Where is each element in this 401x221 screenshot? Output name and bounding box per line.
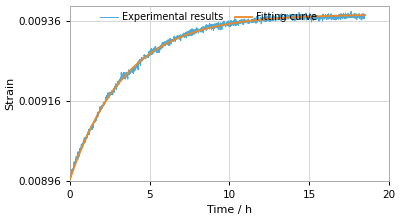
Experimental results [178,36,183,39]
Experimental results [348,10,353,13]
Fitting curve [187,32,192,35]
Fitting curve [68,177,73,180]
Legend: Experimental results, Fitting curve: Experimental results, Fitting curve [97,8,321,26]
Fitting curve [298,16,302,18]
Fitting curve [98,109,103,112]
Experimental results [85,137,89,139]
Experimental results [269,18,274,21]
Experimental results [363,13,367,16]
Fitting curve [363,14,367,17]
Y-axis label: Strain: Strain [6,77,16,110]
Experimental results [188,30,193,33]
Fitting curve [303,15,308,18]
Line: Fitting curve: Fitting curve [70,15,365,179]
Line: Experimental results: Experimental results [70,11,365,180]
Fitting curve [270,17,275,20]
Experimental results [68,177,73,180]
Fitting curve [198,29,203,32]
Experimental results [131,70,136,73]
Experimental results [68,179,73,181]
Experimental results [190,27,194,30]
X-axis label: Time / h: Time / h [207,206,252,215]
